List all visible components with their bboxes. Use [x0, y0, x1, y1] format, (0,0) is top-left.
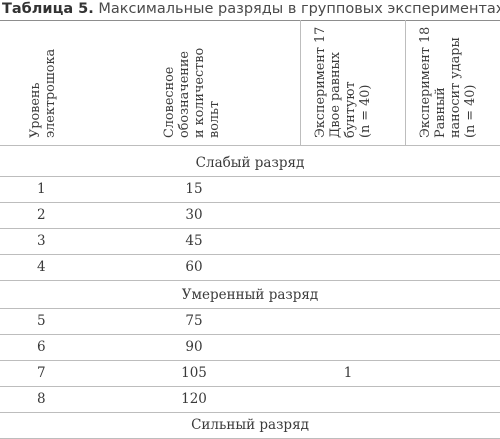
header-exp17-line: Эксперимент 17	[313, 26, 328, 138]
table-row: 5 75	[0, 309, 500, 334]
table-row: 3 45	[0, 229, 500, 254]
cell-level: 2	[37, 207, 46, 223]
column-divider-exp18	[405, 20, 406, 145]
header-bottom-rule	[0, 145, 500, 146]
header-verbal: Словесное обозначение и количество вольт	[162, 48, 222, 138]
header-exp18-line: Эксперимент 18	[418, 26, 433, 138]
cell-level: 4	[37, 259, 46, 275]
cell-level: 7	[37, 365, 46, 381]
row-divider	[0, 360, 500, 361]
header-verbal-line: обозначение	[177, 51, 192, 138]
header-exp17-line: Двое равных	[328, 52, 343, 138]
cell-volts: 75	[185, 313, 203, 329]
cell-exp17: 1	[343, 365, 353, 381]
table-row: 4 60	[0, 255, 500, 280]
section-label-moderate: Умеренный разряд	[181, 287, 319, 303]
row-divider	[0, 176, 500, 177]
cell-volts: 60	[185, 259, 203, 275]
header-verbal-line: вольт	[207, 100, 222, 138]
cell-level: 1	[37, 181, 46, 197]
header-level-line: Уровень	[28, 82, 43, 138]
row-divider	[0, 412, 500, 413]
cell-volts: 90	[185, 339, 203, 355]
header-exp17: Эксперимент 17 Двое равных бунтуют (n = …	[313, 27, 373, 138]
cell-volts: 105	[181, 365, 207, 381]
section-label-weak: Слабый разряд	[195, 155, 305, 171]
table-caption: Таблица 5. Максимальные разряды в группо…	[2, 0, 500, 19]
header-exp18-line: наносит удары	[448, 37, 463, 138]
column-divider-exp17	[300, 20, 301, 145]
section-label-strong: Сильный разряд	[191, 417, 309, 433]
header-verbal-line: Словесное	[162, 66, 177, 138]
table-row: 6 90	[0, 335, 500, 360]
header-exp18-line: (n = 40)	[463, 84, 478, 138]
header-level-line: электрошока	[43, 48, 58, 138]
row-divider	[0, 386, 500, 387]
cell-volts: 30	[185, 207, 203, 223]
cell-level: 6	[37, 339, 46, 355]
table-row: 1 15	[0, 177, 500, 202]
table-number: Таблица 5.	[2, 1, 94, 17]
table-title: Максимальные разряды в групповых экспери…	[98, 1, 500, 17]
header-top-rule	[0, 20, 500, 21]
header-level: Уровень электрошока	[28, 49, 58, 138]
cell-level: 8	[37, 391, 46, 407]
row-divider	[0, 202, 500, 203]
cell-volts: 120	[181, 391, 207, 407]
header-exp18-line: Равный	[433, 87, 448, 138]
cell-volts: 15	[185, 181, 203, 197]
cell-volts: 45	[185, 233, 203, 249]
header-verbal-line: и количество	[192, 47, 207, 138]
row-divider	[0, 308, 500, 309]
cell-level: 3	[37, 233, 46, 249]
row-divider	[0, 334, 500, 335]
cell-level: 5	[37, 313, 46, 329]
row-divider	[0, 228, 500, 229]
row-divider	[0, 280, 500, 281]
header-exp18: Эксперимент 18 Равный наносит удары (n =…	[418, 27, 478, 138]
table-row: 7 105 1	[0, 361, 500, 386]
row-divider	[0, 254, 500, 255]
table-row: 2 30	[0, 203, 500, 228]
header-exp17-line: бунтуют	[343, 81, 358, 138]
header-exp17-line: (n = 40)	[358, 84, 373, 138]
table-row: 8 120	[0, 387, 500, 412]
